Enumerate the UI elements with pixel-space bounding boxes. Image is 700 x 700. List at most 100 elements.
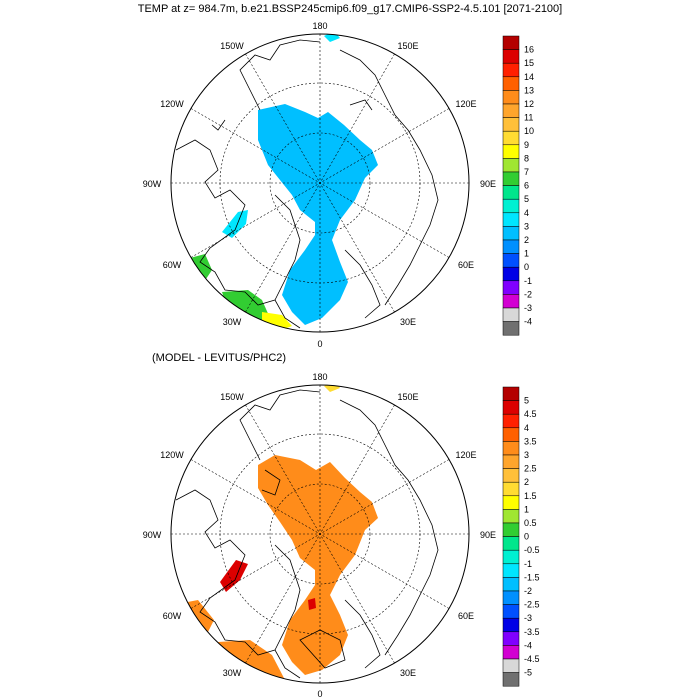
bottom-colorbar-box <box>502 563 520 578</box>
bottom-colorbar-box <box>502 427 520 442</box>
top-colorbar-label: 2 <box>524 235 529 245</box>
bottom-lon-labels: 180 0 150W 150E 120W 120E 90W 90E 60W 60… <box>143 372 496 699</box>
top-colorbar-box <box>502 239 520 254</box>
top-colorbar-label: 0 <box>524 262 529 272</box>
lon-label-120e: 120E <box>455 450 476 460</box>
bottom-colorbar-label: 5 <box>524 396 529 406</box>
top-colorbar-label: 10 <box>524 126 534 136</box>
bottom-colorbar-label: -2 <box>524 586 532 596</box>
bottom-map-boundary <box>170 384 470 684</box>
lon-label-90e: 90E <box>480 179 496 189</box>
bottom-colorbar-box <box>502 604 520 619</box>
bottom-map-panel: 180 0 150W 150E 120W 120E 90W 90E 60W 60… <box>143 372 540 699</box>
bottom-colorbar-label: 3.5 <box>524 436 537 446</box>
top-map-panel: 180 0 150W 150E 120W 120E 90W 90E 60W 60… <box>143 21 534 349</box>
top-colorbar-label: 12 <box>524 99 534 109</box>
bottom-colorbar-box <box>502 495 520 510</box>
lon-label-60e: 60E <box>458 260 474 270</box>
top-colorbar-box <box>502 90 520 105</box>
top-colorbar-box <box>502 49 520 64</box>
anomaly-field-30w <box>218 640 285 683</box>
bottom-colorbar-box <box>502 549 520 565</box>
lon-label-120e: 120E <box>455 99 476 109</box>
bottom-panel-title: (MODEL - LEVITUS/PHC2) <box>152 352 287 364</box>
top-colorbar-label: -1 <box>524 276 532 286</box>
top-colorbar-box <box>502 158 520 173</box>
top-colorbar-label: 5 <box>524 194 529 204</box>
top-colorbar-label: 4 <box>524 208 529 218</box>
bottom-colorbar-box <box>502 536 520 551</box>
bottom-colorbar-box <box>502 577 520 592</box>
top-colorbar-label: -4 <box>524 317 532 327</box>
temperature-field-patch <box>222 210 248 238</box>
bottom-colorbar-box <box>502 481 520 497</box>
top-colorbar-label: 3 <box>524 221 529 231</box>
lon-label-150w: 150W <box>220 41 244 51</box>
top-colorbar-label: 15 <box>524 58 534 68</box>
bottom-colorbar-label: -1.5 <box>524 572 540 582</box>
top-colorbar-label: 1 <box>524 249 529 259</box>
temperature-field-green-a <box>186 254 212 282</box>
top-colorbar-box <box>502 144 520 159</box>
top-colorbar-label: 11 <box>524 113 533 123</box>
top-colorbar-label: 14 <box>524 72 534 82</box>
top-colorbar-label: 6 <box>524 181 529 191</box>
temperature-field-green-b <box>222 290 270 325</box>
bottom-colorbar-label: -3.5 <box>524 627 540 637</box>
lon-label-180: 180 <box>312 372 327 382</box>
bottom-colorbar-label: 2 <box>524 477 529 487</box>
lon-label-30e: 30E <box>400 668 416 678</box>
bottom-colorbar-label: -0.5 <box>524 545 540 555</box>
figure-title: TEMP at z= 984.7m, b.e21.BSSP245cmip6.f0… <box>137 3 563 15</box>
top-colorbar-box <box>502 280 520 295</box>
lon-label-60w: 60W <box>163 260 182 270</box>
top-colorbar-label: 16 <box>524 45 534 55</box>
lon-label-180: 180 <box>312 21 327 31</box>
top-colorbar-box <box>502 103 520 118</box>
top-colorbar-box <box>502 226 520 241</box>
bottom-colorbar-label: -4 <box>524 640 532 650</box>
anomaly-field-main <box>258 455 378 675</box>
bottom-colorbar-label: 0.5 <box>524 518 537 528</box>
bottom-colorbar-label: 2.5 <box>524 464 537 474</box>
bottom-colorbar-box <box>502 386 520 401</box>
top-colorbar-box <box>502 117 520 132</box>
temperature-field-top-patch <box>324 34 340 42</box>
lon-label-120w: 120W <box>160 99 184 109</box>
anomaly-field-small-red <box>308 598 316 610</box>
top-colorbar-box <box>502 171 520 186</box>
lon-label-30e: 30E <box>400 317 416 327</box>
bottom-coastlines <box>175 389 439 679</box>
lon-label-60w: 60W <box>163 611 182 621</box>
top-colorbar-label: -2 <box>524 289 532 299</box>
bottom-colorbar-box <box>502 645 520 660</box>
bottom-colorbar-label: -5 <box>524 668 532 678</box>
lon-label-150w: 150W <box>220 392 244 402</box>
top-colorbar-label: -3 <box>524 303 532 313</box>
bottom-colorbar: 5 4.5 4 3.5 3 2.5 2 1.5 1 0.5 0 -0.5 -1 -1.5 -2 -2.5 -3 -… <box>502 386 540 687</box>
anomaly-field-top-patch <box>324 385 340 392</box>
lon-label-150e: 150E <box>397 41 418 51</box>
top-colorbar-box <box>502 185 520 200</box>
lon-label-60e: 60E <box>458 611 474 621</box>
top-colorbar-box <box>502 212 520 227</box>
top-colorbar-box <box>502 321 520 336</box>
bottom-colorbar-label: 1.5 <box>524 491 537 501</box>
bottom-colorbar-box <box>502 631 520 646</box>
bottom-colorbar-label: 0 <box>524 532 529 542</box>
bottom-colorbar-label: -2.5 <box>524 600 540 610</box>
top-colorbar-box <box>502 198 520 214</box>
bottom-colorbar-box <box>502 509 520 524</box>
top-lon-labels: 180 0 150W 150E 120W 120E 90W 90E 60W 60… <box>143 21 496 349</box>
top-colorbar-box <box>502 294 520 309</box>
top-colorbar-label: 7 <box>524 167 529 177</box>
top-colorbar-box <box>502 266 520 282</box>
lon-label-120w: 120W <box>160 450 184 460</box>
bottom-colorbar-label: 4 <box>524 423 529 433</box>
bottom-colorbar-box <box>502 400 520 415</box>
bottom-colorbar-box <box>502 590 520 605</box>
lon-label-90w: 90W <box>143 530 162 540</box>
top-colorbar-box <box>502 130 520 146</box>
